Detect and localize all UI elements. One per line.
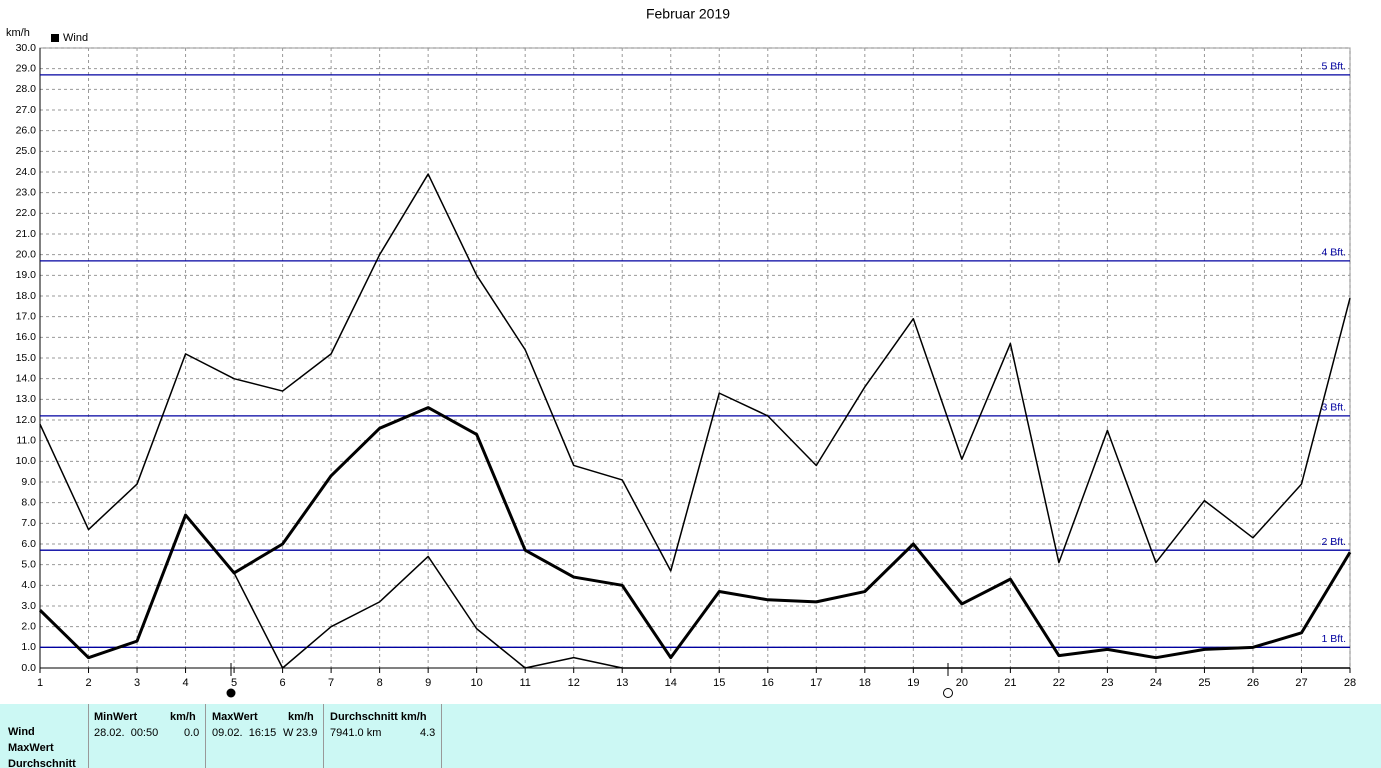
y-tick-label: 1.0 [21,641,36,653]
x-tick-label: 10 [471,677,483,689]
y-tick-label: 7.0 [21,517,36,529]
separator [323,704,324,768]
cell: 7941.0 km [330,727,382,739]
x-tick-label: 8 [377,677,383,689]
y-tick-label: 9.0 [21,476,36,488]
y-tick-label: 20.0 [16,248,37,260]
x-tick-label: 7 [328,677,334,689]
separator [441,704,442,768]
y-tick-label: 19.0 [16,269,37,281]
y-tick-label: 24.0 [16,166,37,178]
y-tick-label: 25.0 [16,145,37,157]
cell: 09.02. 16:15 [212,727,277,739]
x-tick-label: 4 [182,677,188,689]
beaufort-label: 3 Bft. [1321,402,1346,414]
beaufort-label: 2 Bft. [1321,536,1346,548]
x-tick-label: 13 [616,677,628,689]
cell: 28.02. 00:50 [94,727,159,739]
y-tick-label: 15.0 [16,352,37,364]
y-tick-label: 22.0 [16,207,37,219]
cell: 23.9 [296,727,318,739]
x-tick-label: 14 [665,677,677,689]
x-tick-label: 21 [1004,677,1016,689]
new-moon-icon [226,688,236,698]
legend-swatch [51,34,59,42]
x-tick-label: 1 [37,677,43,689]
x-tick-label: 11 [519,677,530,689]
header-cell: Durchschnitt km/h [330,711,427,723]
y-tick-label: 2.0 [21,620,36,632]
cell: 0.0 [184,727,200,739]
row-label: Durchschnitt [8,758,76,768]
y-tick-label: 21.0 [16,228,37,240]
x-tick-label: 16 [762,677,774,689]
y-tick-label: 27.0 [16,104,37,116]
y-tick-label: 5.0 [21,558,36,570]
x-tick-label: 23 [1101,677,1113,689]
series-line [39,514,1350,669]
row-label: MaxWert [8,742,54,754]
y-tick-label: 23.0 [16,186,37,198]
x-tick-label: 22 [1053,677,1065,689]
y-tick-label: 10.0 [16,455,37,467]
y-tick-label: 16.0 [16,331,37,343]
x-tick-label: 28 [1344,677,1356,689]
y-tick-label: 26.0 [16,124,37,136]
cell: W [283,727,294,739]
x-tick-label: 19 [907,677,919,689]
x-tick-label: 12 [568,677,580,689]
y-tick-label: 17.0 [16,310,37,322]
y-tick-label: 30.0 [16,42,37,54]
y-tick-label: 3.0 [21,600,36,612]
x-tick-label: 6 [280,677,286,689]
x-tick-label: 2 [85,677,91,689]
row-label: Wind [8,726,35,738]
x-tick-label: 18 [859,677,871,689]
x-tick-label: 17 [810,677,822,689]
x-tick-label: 25 [1198,677,1210,689]
y-tick-label: 29.0 [16,62,37,74]
y-tick-label: 12.0 [16,414,37,426]
separator [88,704,89,768]
y-tick-label: 13.0 [16,393,37,405]
series-line [38,406,1352,660]
x-tick-label: 24 [1150,677,1162,689]
y-tick-label: 18.0 [16,290,37,302]
chart: Februar 2019 km/h Wind 0.0 1.0 2.0 3.0 4.0 5.… [6,6,1356,698]
chart-title: Februar 2019 [646,6,730,22]
full-moon-icon [943,688,953,698]
y-axis-label: km/h [6,27,30,39]
x-tick-label: 9 [425,677,431,689]
y-tick-label: 14.0 [16,372,37,384]
legend-label: Wind [63,32,88,44]
header-cell: km/h [170,711,196,723]
x-tick-label: 26 [1247,677,1259,689]
x-tick-label: 3 [134,677,140,689]
y-tick-label: 4.0 [21,579,36,591]
header-cell: MinWert [94,711,138,723]
y-tick-label: 6.0 [21,538,36,550]
y-tick-label: 11.0 [16,434,36,446]
x-tick-label: 5 [231,677,237,689]
y-tick-label: 0.0 [21,662,36,674]
header-cell: MaxWert [212,711,258,723]
x-tick-label: 27 [1295,677,1307,689]
beaufort-label: 5 Bft. [1321,61,1346,73]
y-tick-label: 8.0 [21,496,36,508]
summary-table: MinWert km/h MaxWert km/h Durchschnitt k… [0,704,1381,768]
beaufort-label: 1 Bft. [1321,633,1346,645]
beaufort-label: 4 Bft. [1321,247,1346,259]
x-tick-label: 15 [713,677,725,689]
header-cell: km/h [288,711,314,723]
x-tick-label: 20 [956,677,968,689]
series-line [39,173,1351,572]
cell: 4.3 [420,727,436,739]
separator [205,704,206,768]
y-tick-label: 28.0 [16,83,37,95]
